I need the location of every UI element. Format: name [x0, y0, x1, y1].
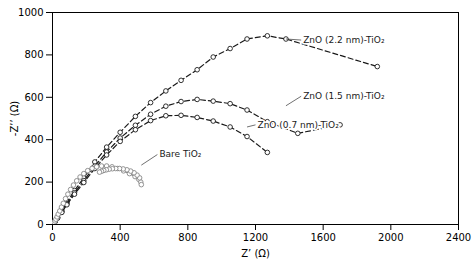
- svg-text:Z’ (Ω): Z’ (Ω): [241, 248, 270, 259]
- svg-text:1200: 1200: [243, 232, 268, 243]
- svg-text:Bare TiO₂: Bare TiO₂: [159, 149, 201, 159]
- svg-text:1000: 1000: [18, 7, 43, 18]
- svg-text:-Z’’ (Ω): -Z’’ (Ω): [9, 101, 20, 137]
- svg-text:ZnO (2.2 nm)-TiO₂: ZnO (2.2 nm)-TiO₂: [303, 35, 385, 45]
- svg-text:200: 200: [24, 176, 43, 187]
- svg-text:2400: 2400: [446, 232, 471, 243]
- svg-text:600: 600: [24, 92, 43, 103]
- svg-text:800: 800: [24, 49, 43, 60]
- svg-text:ZnO (0.7 nm)-TiO₂: ZnO (0.7 nm)-TiO₂: [258, 120, 340, 130]
- svg-text:0: 0: [37, 219, 43, 230]
- svg-text:2000: 2000: [378, 232, 403, 243]
- svg-text:1600: 1600: [310, 232, 335, 243]
- svg-text:ZnO (1.5 nm)-TiO₂: ZnO (1.5 nm)-TiO₂: [303, 91, 385, 101]
- svg-text:400: 400: [24, 134, 43, 145]
- svg-text:800: 800: [178, 232, 197, 243]
- svg-text:0: 0: [49, 232, 55, 243]
- svg-text:400: 400: [111, 232, 130, 243]
